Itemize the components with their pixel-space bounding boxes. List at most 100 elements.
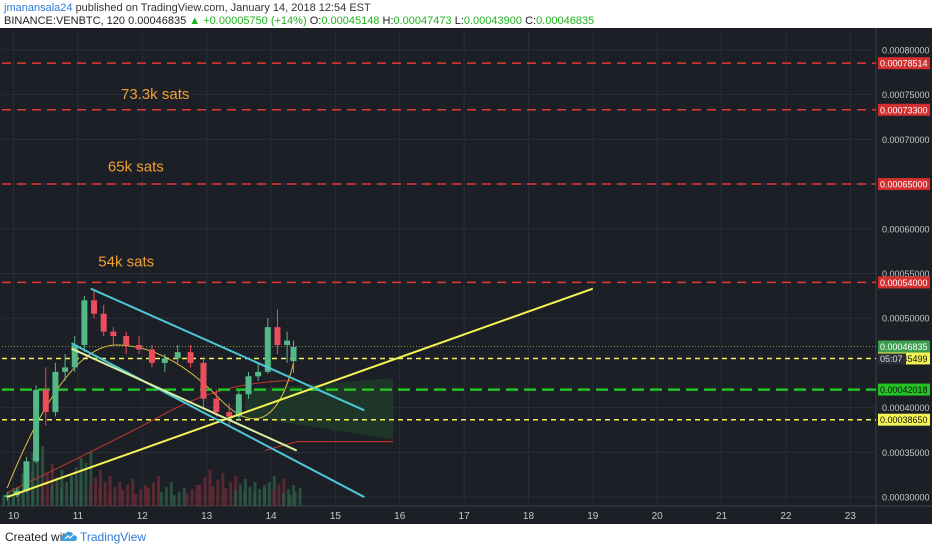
- candle-body: [148, 349, 155, 363]
- current-price-tag-text: 0.00046835: [880, 342, 928, 352]
- candle-body: [255, 371, 262, 377]
- candle-body: [187, 352, 194, 363]
- candle-body: [42, 389, 49, 413]
- volume-bar: [198, 484, 202, 506]
- volume-bar: [98, 488, 102, 506]
- volume-bar: [272, 489, 276, 506]
- current-price-tag: [878, 340, 930, 353]
- resistance-price-tag: [878, 178, 930, 191]
- volume-bar: [182, 488, 186, 506]
- time-axis[interactable]: 10 11 12 13 14 15 16 17 18 19 20 21 22 23: [8, 511, 856, 522]
- resistance-price-tag: [878, 57, 930, 70]
- volume-bar: [258, 489, 262, 506]
- volume-bar: [208, 470, 212, 506]
- resistance-price-tag: [878, 276, 930, 289]
- x-tick-label: 15: [330, 511, 342, 522]
- author-link[interactable]: jmanansala24: [4, 2, 73, 14]
- trendline-channel-upper: [90, 287, 365, 412]
- up-arrow-icon: ▲: [189, 15, 201, 27]
- candle-body: [110, 331, 117, 337]
- y-tick-label: 0.00080000: [882, 45, 930, 55]
- chart-background: [0, 28, 932, 524]
- horizontal-levels[interactable]: [2, 62, 876, 421]
- trendline-yellow-rising: [6, 287, 594, 498]
- volume-bar: [118, 482, 122, 506]
- x-tick-label: 16: [394, 511, 406, 522]
- volume-bar: [146, 488, 150, 506]
- trendline-channel-lower: [71, 342, 365, 498]
- volume-bar: [164, 486, 168, 506]
- volume-bar: [172, 495, 176, 506]
- candle-body: [81, 300, 88, 346]
- volume-bar: [282, 479, 286, 506]
- trendlines[interactable]: [6, 287, 594, 498]
- volume-bar: [211, 486, 215, 506]
- volume-bar: [36, 458, 40, 506]
- x-tick-label: 12: [137, 511, 149, 522]
- x-tick-label: 11: [73, 511, 84, 522]
- candle-body: [284, 340, 291, 346]
- volume-bar: [169, 482, 173, 506]
- open-label: O:: [309, 15, 322, 27]
- candle-body: [226, 412, 233, 417]
- volume-bar: [216, 479, 220, 506]
- volume-bar: [89, 452, 93, 506]
- volume-bar: [108, 476, 112, 506]
- x-tick-label: 23: [845, 511, 857, 522]
- volume-bar: [131, 479, 135, 506]
- volume-bar: [134, 493, 138, 506]
- open-value: 0.00045148: [321, 15, 380, 27]
- volume-bar: [185, 493, 189, 506]
- candle-body: [245, 376, 252, 395]
- y-tick-label: 0.00035000: [882, 448, 930, 458]
- volume-bar: [94, 477, 98, 506]
- support-price-tag: [878, 383, 930, 396]
- volume-bar: [288, 495, 292, 506]
- volume-bar: [233, 489, 237, 506]
- volume-bar: [151, 482, 155, 506]
- volume-bar: [262, 488, 266, 506]
- volume-bar: [65, 482, 69, 506]
- volume-bar: [277, 484, 281, 506]
- low-label: L:: [454, 15, 464, 27]
- volume-bar: [224, 488, 228, 506]
- annotation-label: 65k sats: [108, 159, 164, 176]
- x-tick-label: 10: [8, 511, 20, 522]
- x-tick-label: 18: [523, 511, 535, 522]
- candle-body: [136, 345, 143, 350]
- volume-bar: [113, 486, 117, 506]
- volume-bar: [74, 467, 78, 506]
- x-tick-label: 21: [716, 511, 728, 522]
- support-price-tag: [878, 413, 930, 426]
- tradingview-brand[interactable]: TradingView: [80, 530, 147, 544]
- x-tick-label: 13: [201, 511, 213, 522]
- y-tick-label: 0.00040000: [882, 403, 930, 413]
- candle-body: [71, 345, 78, 368]
- volume-bar: [126, 484, 130, 506]
- price-axis[interactable]: 0.00080000 0.00075000 0.00070000 0.00065000…: [878, 45, 930, 503]
- published-text: published on TradingView.com, January 14…: [75, 2, 371, 14]
- resistance-price-tag: [878, 103, 930, 116]
- baseline-line: [264, 441, 394, 452]
- y-tick-label: 0.00060000: [882, 224, 930, 234]
- close-label: C:: [525, 15, 537, 27]
- created-with-label: Created with: [5, 530, 73, 544]
- volume-bar: [195, 485, 199, 506]
- volume-bar: [253, 493, 257, 506]
- symbol-label[interactable]: BINANCE:VENBTC, 120: [4, 15, 126, 27]
- volume-bar: [293, 491, 297, 506]
- publication-line: jmanansala24 published on TradingView.co…: [4, 2, 371, 14]
- x-tick-label: 17: [459, 511, 471, 522]
- change-value: +0.00005750 (+14%): [203, 15, 307, 27]
- candle-body: [52, 371, 59, 413]
- y-tick-label: 0.00050000: [882, 314, 930, 324]
- volume-bar: [60, 488, 64, 506]
- support-price-tag-text: 0.00042018: [880, 385, 928, 395]
- candle-body: [33, 389, 40, 462]
- close-value: 0.00046835: [536, 15, 595, 27]
- chart-area[interactable]: 73.3k sats 65k sats 54k sats 0.00080000 0.0…: [0, 28, 932, 524]
- countdown-tag: [878, 353, 906, 365]
- y-tick-label: 0.00070000: [882, 135, 930, 145]
- candle-body: [264, 327, 271, 372]
